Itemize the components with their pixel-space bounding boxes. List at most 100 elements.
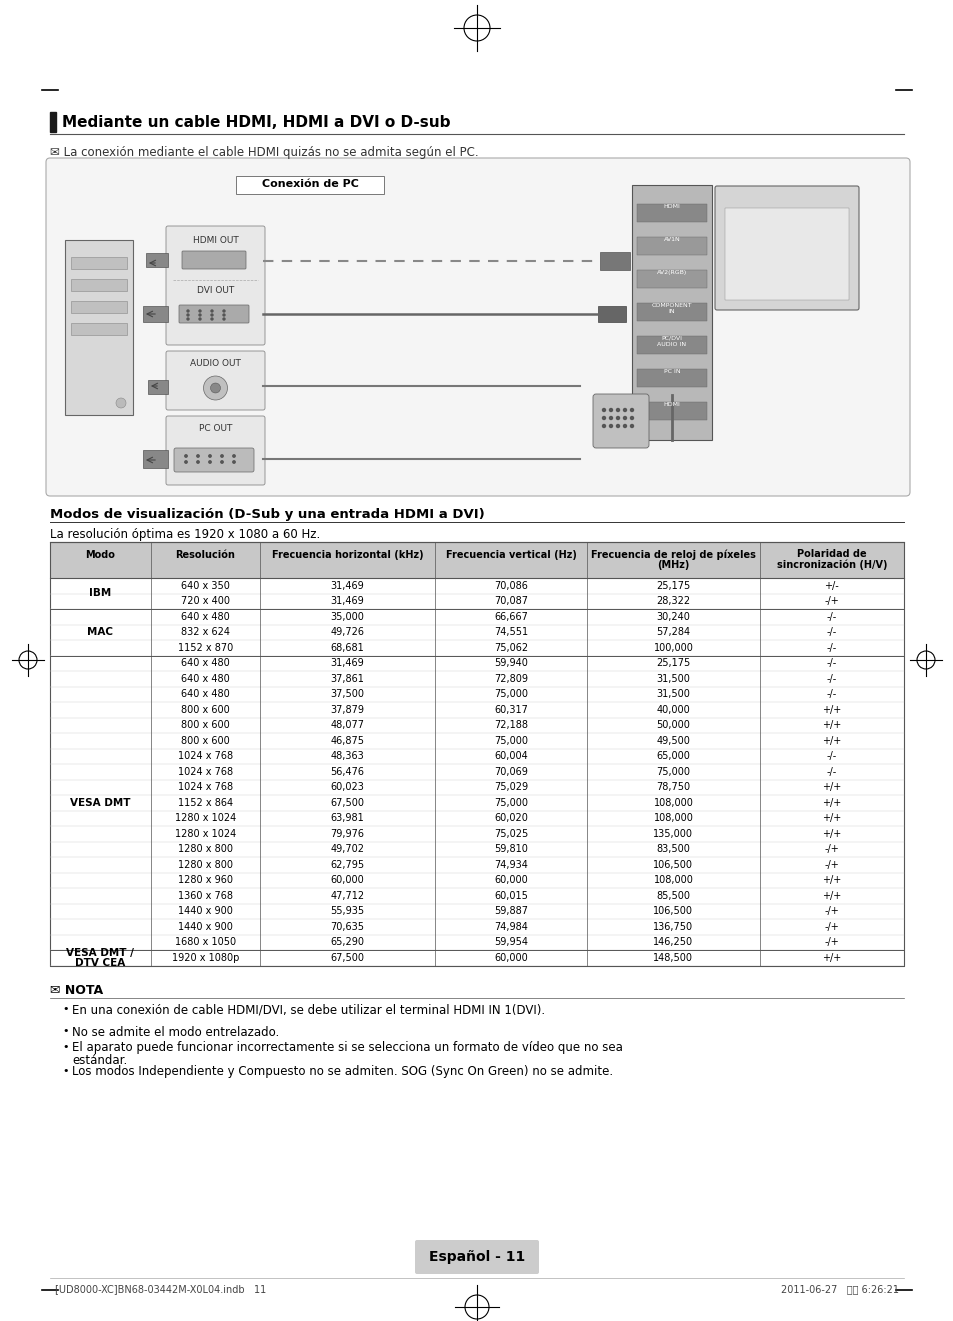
- Text: Frecuencia de reloj de píxeles: Frecuencia de reloj de píxeles: [590, 550, 755, 560]
- Text: 800 x 600: 800 x 600: [181, 720, 230, 731]
- Bar: [143, 306, 168, 322]
- Text: 59,810: 59,810: [494, 844, 528, 855]
- Text: ✉ NOTA: ✉ NOTA: [50, 984, 103, 996]
- Bar: [50, 542, 903, 579]
- Text: 67,500: 67,500: [331, 798, 364, 807]
- FancyBboxPatch shape: [173, 448, 253, 472]
- Text: +/+: +/+: [821, 814, 841, 823]
- Text: 70,087: 70,087: [494, 596, 528, 606]
- Text: Conexión de PC: Conexión de PC: [261, 180, 358, 189]
- Text: Modo: Modo: [86, 550, 115, 560]
- Text: 1280 x 800: 1280 x 800: [178, 860, 233, 869]
- Text: 1024 x 768: 1024 x 768: [177, 766, 233, 777]
- Text: 60,004: 60,004: [494, 752, 527, 761]
- Bar: [637, 336, 706, 354]
- Text: 106,500: 106,500: [653, 860, 693, 869]
- FancyBboxPatch shape: [166, 351, 265, 410]
- Bar: [724, 207, 848, 300]
- Text: PC/DVI
AUDIO IN: PC/DVI AUDIO IN: [657, 336, 686, 347]
- Text: 108,000: 108,000: [653, 814, 693, 823]
- Bar: [637, 236, 706, 255]
- Text: -/-: -/-: [826, 674, 836, 684]
- Circle shape: [616, 408, 618, 412]
- Bar: [50, 112, 56, 132]
- Text: 49,500: 49,500: [656, 736, 690, 746]
- FancyBboxPatch shape: [46, 159, 909, 495]
- Text: VESA DMT /: VESA DMT /: [67, 947, 134, 958]
- Text: 70,635: 70,635: [331, 922, 364, 931]
- Bar: [50, 579, 903, 609]
- Text: 68,681: 68,681: [331, 643, 364, 653]
- Circle shape: [609, 408, 612, 412]
- Bar: [143, 450, 168, 468]
- Text: 75,025: 75,025: [494, 828, 528, 839]
- Text: 49,726: 49,726: [331, 627, 364, 637]
- Text: +/+: +/+: [821, 782, 841, 793]
- Text: +/+: +/+: [821, 952, 841, 963]
- Text: 108,000: 108,000: [653, 876, 693, 885]
- Text: -/+: -/+: [823, 860, 839, 869]
- Text: Frecuencia vertical (Hz): Frecuencia vertical (Hz): [445, 550, 576, 560]
- Text: 30,240: 30,240: [656, 612, 690, 622]
- Text: 47,712: 47,712: [330, 890, 364, 901]
- Text: sincronización (H/V): sincronización (H/V): [776, 560, 886, 571]
- Text: -/-: -/-: [826, 627, 836, 637]
- Text: Mediante un cable HDMI, HDMI a DVI o D-sub: Mediante un cable HDMI, HDMI a DVI o D-s…: [62, 115, 450, 129]
- Bar: [148, 380, 168, 394]
- FancyBboxPatch shape: [166, 416, 265, 485]
- Text: 1280 x 960: 1280 x 960: [178, 876, 233, 885]
- Bar: [599, 252, 629, 269]
- Circle shape: [223, 318, 225, 320]
- Text: 106,500: 106,500: [653, 906, 693, 917]
- FancyBboxPatch shape: [593, 394, 648, 448]
- Text: 1280 x 1024: 1280 x 1024: [174, 828, 235, 839]
- Text: 79,976: 79,976: [331, 828, 364, 839]
- Circle shape: [220, 454, 223, 457]
- Text: 40,000: 40,000: [656, 704, 690, 715]
- Circle shape: [116, 398, 126, 408]
- Text: 65,000: 65,000: [656, 752, 690, 761]
- Text: 640 x 480: 640 x 480: [181, 674, 230, 684]
- Bar: [71, 258, 127, 269]
- Text: 60,000: 60,000: [331, 876, 364, 885]
- Circle shape: [185, 461, 187, 464]
- Bar: [50, 655, 903, 950]
- Text: PC OUT: PC OUT: [198, 424, 232, 433]
- Text: 62,795: 62,795: [330, 860, 364, 869]
- Text: HDMI OUT: HDMI OUT: [193, 236, 238, 244]
- Circle shape: [196, 461, 199, 464]
- Text: 46,875: 46,875: [331, 736, 364, 746]
- Text: 60,015: 60,015: [494, 890, 528, 901]
- Circle shape: [199, 310, 201, 312]
- FancyBboxPatch shape: [179, 305, 249, 324]
- Text: COMPONENT
IN: COMPONENT IN: [651, 303, 692, 314]
- Text: 25,175: 25,175: [656, 658, 690, 668]
- Text: -/-: -/-: [826, 658, 836, 668]
- Text: [UD8000-XC]BN68-03442M-X0L04.indb   11: [UD8000-XC]BN68-03442M-X0L04.indb 11: [55, 1284, 266, 1295]
- Text: Los modos Independiente y Compuesto no se admiten. SOG (Sync On Green) no se adm: Los modos Independiente y Compuesto no s…: [71, 1066, 613, 1078]
- Text: (MHz): (MHz): [657, 560, 689, 569]
- Text: 70,086: 70,086: [494, 581, 528, 590]
- Text: 75,062: 75,062: [494, 643, 528, 653]
- Text: 1920 x 1080p: 1920 x 1080p: [172, 952, 239, 963]
- Circle shape: [616, 424, 618, 428]
- Text: +/+: +/+: [821, 736, 841, 746]
- Text: 1360 x 768: 1360 x 768: [178, 890, 233, 901]
- Circle shape: [209, 454, 211, 457]
- Bar: [50, 609, 903, 655]
- Text: 1280 x 800: 1280 x 800: [178, 844, 233, 855]
- Text: 74,551: 74,551: [494, 627, 528, 637]
- FancyBboxPatch shape: [182, 251, 246, 269]
- Text: •: •: [62, 1004, 69, 1013]
- Bar: [637, 203, 706, 222]
- Circle shape: [623, 408, 626, 412]
- Text: +/+: +/+: [821, 876, 841, 885]
- Bar: [637, 269, 706, 288]
- Text: 1152 x 864: 1152 x 864: [177, 798, 233, 807]
- Text: 67,500: 67,500: [331, 952, 364, 963]
- Text: 1152 x 870: 1152 x 870: [177, 643, 233, 653]
- Circle shape: [609, 416, 612, 420]
- Circle shape: [211, 314, 213, 316]
- Text: PC IN: PC IN: [663, 369, 679, 374]
- Text: 136,750: 136,750: [653, 922, 693, 931]
